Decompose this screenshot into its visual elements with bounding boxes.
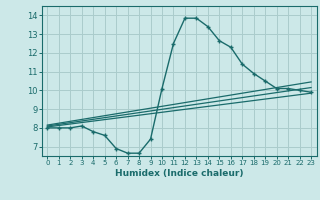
X-axis label: Humidex (Indice chaleur): Humidex (Indice chaleur): [115, 169, 244, 178]
